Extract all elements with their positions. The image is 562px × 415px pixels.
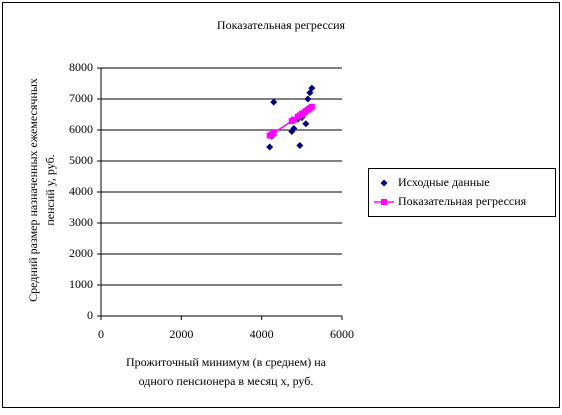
data-point <box>290 124 298 132</box>
data-point <box>302 120 310 128</box>
y-axis-label: Средний размер назначенных ежемесячных <box>26 78 40 302</box>
data-point <box>296 142 304 149</box>
y-tick-label: 5000 <box>69 153 93 167</box>
y-tick-label: 6000 <box>69 122 93 136</box>
x-axis-label: одного пенсионера в месяц x, руб. <box>139 374 314 388</box>
data-point <box>266 143 274 151</box>
x-tick-label: 0 <box>98 327 104 341</box>
y-tick-label: 8000 <box>69 60 93 74</box>
regression-point <box>270 130 277 137</box>
regression-point <box>290 116 297 123</box>
legend-label: Исходные данные <box>398 175 490 189</box>
y-tick-label: 4000 <box>69 184 93 198</box>
data-point <box>270 98 278 106</box>
chart-title: Показательная регрессия <box>217 18 346 32</box>
legend-marker <box>380 179 388 187</box>
data-point <box>304 95 312 103</box>
y-tick-label: 7000 <box>69 91 93 105</box>
y-tick-label: 2000 <box>69 246 93 260</box>
x-axis-label: Прожиточный минимум (в среднем) на <box>126 355 327 369</box>
x-tick-label: 2000 <box>169 327 193 341</box>
x-tick-label: 4000 <box>250 327 274 341</box>
regression-point <box>308 103 315 110</box>
y-tick-label: 0 <box>87 308 93 322</box>
legend-label: Показательная регрессия <box>398 194 527 208</box>
legend-box <box>368 168 556 217</box>
x-tick-label: 6000 <box>330 327 354 341</box>
y-tick-label: 1000 <box>69 277 93 291</box>
legend-marker <box>381 199 387 205</box>
y-tick-label: 3000 <box>69 215 93 229</box>
y-axis-label: пенсий y, руб. <box>43 154 57 225</box>
data-point <box>308 84 316 92</box>
